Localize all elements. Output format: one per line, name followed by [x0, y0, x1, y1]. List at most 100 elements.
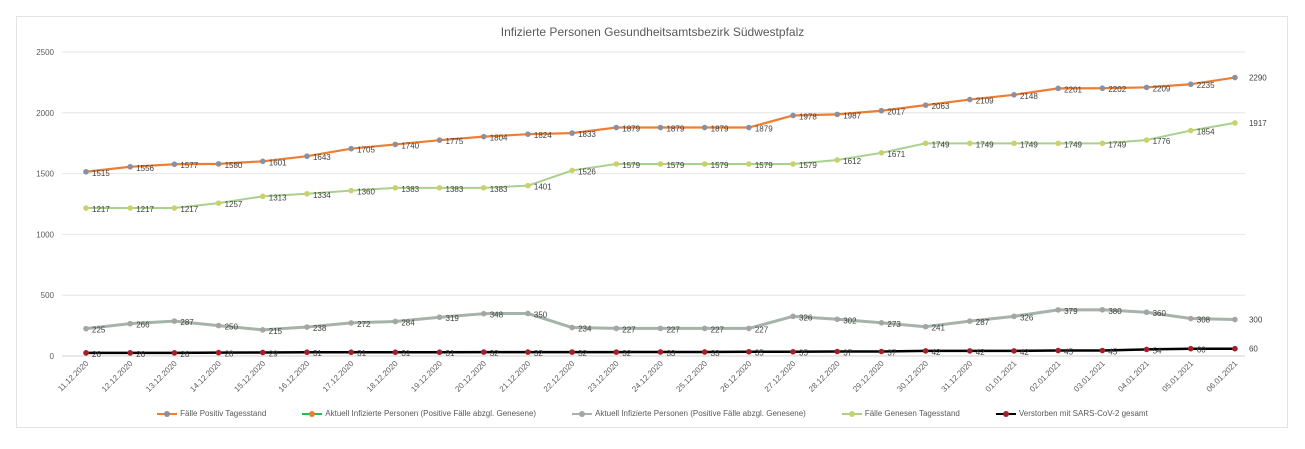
data-point: [878, 348, 885, 355]
data-label: 2290: [1249, 74, 1267, 83]
data-label: 1671: [887, 150, 905, 159]
data-point: [1187, 345, 1194, 352]
data-point: [259, 327, 266, 333]
data-label: 266: [136, 321, 150, 330]
data-point: [480, 349, 487, 355]
data-point: [348, 187, 354, 194]
data-point: [83, 205, 89, 211]
data-point: [834, 111, 841, 118]
x-tick-label: 13.12.2020: [144, 359, 179, 394]
data-point: [701, 124, 708, 131]
legend-item: Fälle Positiv Tagesstand: [157, 409, 266, 418]
data-label: 33: [666, 349, 675, 358]
data-label: 1577: [180, 161, 198, 170]
data-point: [1099, 347, 1106, 354]
data-point: [922, 102, 929, 108]
data-point: [215, 161, 222, 167]
x-tick-label: 27.12.2020: [763, 359, 798, 394]
y-tick-label: 0: [50, 352, 55, 361]
data-point: [1055, 347, 1061, 354]
data-label: 37: [843, 349, 852, 358]
data-point: [967, 140, 973, 147]
data-label: 32: [534, 349, 543, 358]
series-line: [85, 76, 1236, 173]
data-point: [1011, 140, 1017, 147]
data-point: [480, 185, 487, 191]
data-point: [1011, 348, 1017, 354]
x-tick-label: 14.12.2020: [188, 359, 223, 394]
data-label: 32: [578, 349, 587, 358]
data-point: [701, 161, 708, 167]
data-label: 1643: [313, 153, 331, 162]
data-label: 54: [1153, 346, 1162, 355]
x-tick-label: 02.01.2021: [1028, 359, 1063, 394]
data-label: 379: [1064, 307, 1078, 316]
legend-item: Aktuell Infizierte Personen (Positive Fä…: [572, 409, 806, 418]
data-point: [790, 348, 796, 355]
data-label: 1401: [534, 183, 552, 192]
chart-frame: [16, 16, 1288, 428]
data-label: 1879: [666, 125, 684, 134]
data-point: [348, 145, 354, 152]
gridlines: [62, 51, 1245, 357]
data-label: 227: [622, 325, 636, 334]
data-point: [613, 349, 620, 355]
data-point: [1187, 81, 1194, 88]
data-point: [348, 349, 354, 356]
data-label: 32: [622, 349, 631, 358]
data-label: 300: [1249, 316, 1263, 325]
data-label: 2063: [932, 102, 950, 111]
data-point: [1232, 316, 1238, 323]
data-point: [569, 130, 575, 136]
data-point: [834, 157, 841, 163]
legend-label: Aktuell Infizierte Personen (Positive Fä…: [325, 409, 537, 418]
data-point: [83, 325, 89, 332]
data-point: [525, 131, 531, 138]
data-point: [83, 350, 89, 356]
x-tick-label: 12.12.2020: [100, 359, 135, 394]
data-point: [171, 205, 178, 211]
legend-item: Fälle Genesen Tagesstand: [841, 409, 960, 418]
data-point: [922, 348, 929, 354]
data-label: 45: [1064, 348, 1073, 357]
legend-marker-icon: [841, 410, 862, 418]
data-point: [480, 310, 487, 317]
data-point: [878, 320, 885, 326]
data-point: [171, 318, 178, 324]
data-point: [1099, 306, 1106, 313]
data-point: [657, 161, 664, 167]
data-point: [1099, 85, 1106, 92]
data-label: 1526: [578, 167, 596, 176]
x-axis-ticks: 11.12.2020 12.12.2020 13.12.2020 14.12.2020…: [56, 359, 1240, 394]
data-point: [392, 141, 399, 148]
data-label: 227: [666, 325, 680, 334]
data-label: 250: [225, 323, 239, 332]
data-point: [657, 349, 664, 355]
y-tick-label: 1000: [36, 230, 54, 239]
data-label: 33: [711, 349, 720, 358]
data-label: 2148: [1020, 92, 1038, 101]
legend-label: Verstorben mit SARS-CoV-2 gesamt: [1018, 409, 1148, 418]
data-label: 1383: [401, 185, 419, 194]
data-point: [1011, 313, 1017, 320]
data-point: [436, 349, 443, 356]
data-label: 319: [446, 314, 460, 323]
data-label: 28: [225, 350, 234, 359]
data-label: 1383: [490, 185, 508, 194]
data-label: 287: [976, 318, 990, 327]
data-labels-group: 26 26 26 28 29 31 31 31 31 32 32 32 32 33 33 35 35 37 37 42…: [92, 74, 1267, 359]
data-label: 1749: [932, 140, 950, 149]
data-point: [878, 150, 885, 156]
data-label: 272: [357, 320, 371, 329]
data-point: [1143, 137, 1150, 143]
data-label: 26: [136, 350, 145, 359]
legend-item: Aktuell Infizierte Personen (Positive Fä…: [302, 409, 536, 418]
y-axis-ticks: 0 500 1000 1500 2000 2500: [36, 48, 54, 361]
data-point: [613, 161, 620, 167]
data-label: 1217: [92, 205, 110, 214]
data-point: [569, 349, 575, 355]
data-label: 1579: [622, 161, 640, 170]
data-label: 360: [1153, 309, 1167, 318]
data-point: [436, 185, 443, 191]
